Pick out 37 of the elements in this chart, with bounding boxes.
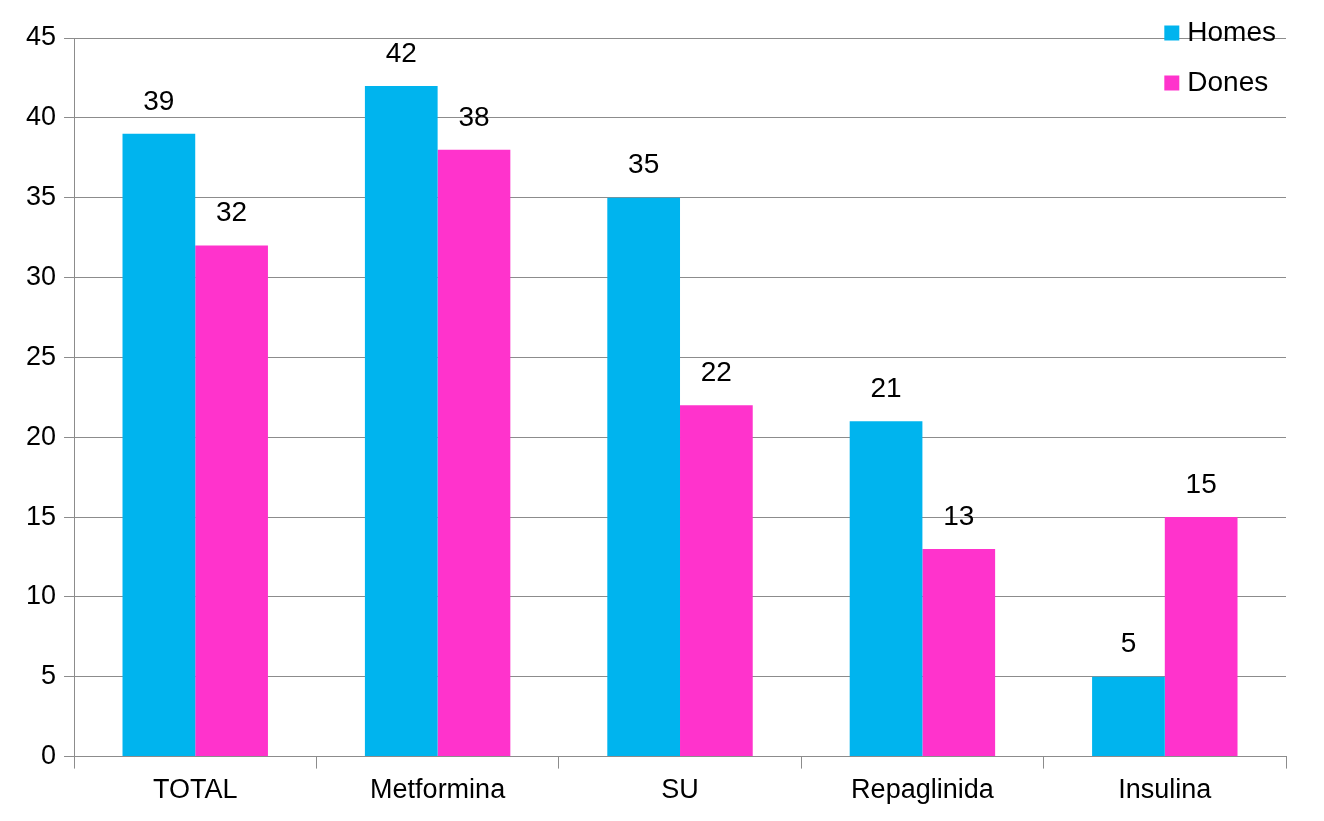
- y-tick-label: 15: [25, 500, 57, 531]
- y-tick-label: 35: [25, 181, 57, 212]
- data-label: 5: [1120, 627, 1137, 659]
- data-label: 21: [870, 371, 902, 403]
- legend-label: Dones: [1187, 65, 1269, 97]
- bar: [122, 133, 196, 757]
- bar: [607, 197, 681, 757]
- bar: [1092, 676, 1165, 757]
- bar: [1164, 517, 1238, 757]
- data-label: 38: [458, 100, 490, 132]
- y-tick-label: 25: [25, 340, 57, 371]
- legend-label: Homes: [1187, 15, 1277, 47]
- data-label: 15: [1185, 467, 1217, 499]
- bar: [922, 549, 996, 757]
- x-tick-label: Insulina: [1118, 774, 1213, 805]
- bar: [849, 421, 923, 757]
- x-tick-label: Metformina: [370, 774, 507, 805]
- x-tick-label: TOTAL: [152, 774, 238, 805]
- x-tick-label: Repaglinida: [851, 774, 995, 805]
- bar: [364, 85, 438, 757]
- y-tick-label: 10: [25, 580, 57, 611]
- y-tick-label: 5: [41, 660, 57, 691]
- data-label: 42: [385, 36, 417, 68]
- data-label: 32: [216, 196, 248, 228]
- y-tick-label: 0: [41, 740, 57, 771]
- data-label: 22: [700, 356, 732, 387]
- y-tick-label: 45: [25, 21, 57, 52]
- bar: [680, 405, 753, 757]
- y-tick-label: 40: [25, 101, 57, 132]
- data-label: 39: [143, 84, 175, 116]
- y-tick-label: 30: [25, 260, 57, 291]
- x-tick-label: SU: [661, 774, 699, 805]
- bar: [195, 245, 268, 757]
- data-label: 13: [943, 499, 975, 531]
- bar: [437, 149, 511, 757]
- y-tick-label: 20: [25, 420, 57, 451]
- data-label: 35: [628, 148, 660, 180]
